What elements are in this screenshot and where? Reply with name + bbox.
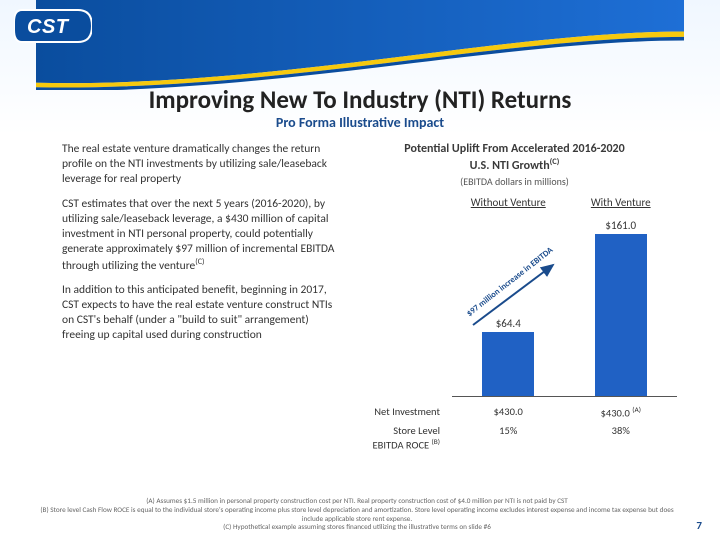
bar-a-value: $64.4 bbox=[452, 317, 565, 330]
page-number: 7 bbox=[696, 519, 702, 532]
para-2: CST estimates that over the next 5 years… bbox=[62, 197, 337, 274]
logo-text: CST bbox=[27, 16, 70, 38]
footnote-b: (B) Store level Cash Flow ROCE is equal … bbox=[32, 506, 682, 523]
page-subtitle: Pro Forma Illustrative Impact bbox=[60, 114, 660, 131]
table-row-1: Net Investment $430.0 $430.0 (A) bbox=[352, 405, 677, 420]
bar-with-venture bbox=[595, 234, 647, 397]
chart: Potential Uplift From Accelerated 2016-2… bbox=[352, 142, 677, 451]
row1-a: $430.0 bbox=[452, 405, 565, 420]
slide: CST Improving New To Industry (NTI) Retu… bbox=[0, 0, 720, 540]
bar-b-value: $161.0 bbox=[565, 219, 678, 232]
footnote-c: (C) Hypothetical example assuming stores… bbox=[32, 523, 682, 532]
chart-title: Potential Uplift From Accelerated 2016-2… bbox=[352, 142, 677, 174]
col-head-with: With Venture bbox=[591, 196, 651, 209]
col-head-without: Without Venture bbox=[471, 196, 546, 209]
page-title: Improving New To Industry (NTI) Returns bbox=[60, 84, 660, 115]
header-swoosh bbox=[0, 0, 720, 90]
bar-without-venture bbox=[482, 332, 534, 397]
body-text: The real estate venture dramatically cha… bbox=[62, 142, 337, 353]
footnotes: (A) Assumes $1.5 million in personal pro… bbox=[32, 497, 682, 532]
bars: $64.4 $161.0 $97 million bbox=[352, 215, 677, 397]
para-3: In addition to this anticipated benefit,… bbox=[62, 283, 337, 343]
row2-b: 38% bbox=[565, 424, 678, 452]
row1-b: $430.0 (A) bbox=[565, 405, 678, 420]
baseline bbox=[452, 396, 677, 397]
row2-label: Store Level EBITDA ROCE (B) bbox=[352, 424, 452, 452]
table-row-2: Store Level EBITDA ROCE (B) 15% 38% bbox=[352, 424, 677, 452]
row1-label: Net Investment bbox=[352, 405, 452, 420]
para-1: The real estate venture dramatically cha… bbox=[62, 142, 337, 187]
chart-units: (EBITDA dollars in millions) bbox=[352, 175, 677, 188]
cst-logo: CST bbox=[14, 6, 92, 46]
row2-a: 15% bbox=[452, 424, 565, 452]
